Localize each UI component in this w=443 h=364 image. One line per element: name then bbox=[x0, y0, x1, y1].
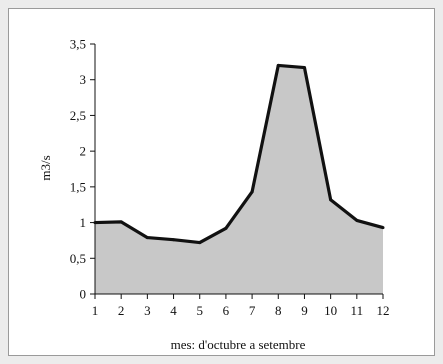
y-tick-label: 0 bbox=[80, 287, 87, 302]
x-tick-label: 1 bbox=[92, 303, 99, 318]
x-tick-label: 8 bbox=[275, 303, 282, 318]
x-tick-label: 3 bbox=[144, 303, 151, 318]
series-line bbox=[94, 63, 384, 245]
data-point bbox=[276, 63, 280, 67]
data-point bbox=[224, 226, 228, 230]
y-tick-label: 2,5 bbox=[70, 108, 86, 123]
axes: 00,511,522,533,51 2 3 4 5 6 7 8 9 10 11 12 bbox=[70, 37, 390, 319]
y-tick-label: 3 bbox=[80, 72, 87, 87]
x-tick-label: 12 bbox=[377, 303, 390, 318]
chart-frame bbox=[8, 8, 435, 356]
y-tick-label: 0,5 bbox=[70, 251, 86, 266]
data-point bbox=[329, 198, 333, 202]
plot-area bbox=[93, 63, 385, 294]
y-tick-label: 1 bbox=[80, 215, 87, 230]
data-point bbox=[250, 190, 254, 194]
data-point bbox=[355, 218, 359, 222]
x-tick-label: 2 bbox=[118, 303, 125, 318]
data-point bbox=[198, 241, 202, 245]
x-tick-label: 4 bbox=[170, 303, 177, 318]
x-tick-label: 6 bbox=[223, 303, 230, 318]
y-tick-label: 1,5 bbox=[70, 179, 86, 194]
y-tick-label: 2 bbox=[80, 144, 87, 159]
x-tick-label: 7 bbox=[249, 303, 256, 318]
x-tick-label: 11 bbox=[351, 303, 364, 318]
x-tick-label: 5 bbox=[196, 303, 203, 318]
x-tick-label: 9 bbox=[301, 303, 308, 318]
y-tick-label: 3,5 bbox=[70, 37, 86, 52]
data-point bbox=[172, 238, 176, 242]
data-point bbox=[302, 66, 306, 70]
y-axis-title: m3/s bbox=[38, 155, 53, 180]
x-axis-title: mes: d'octubre a setembre bbox=[171, 337, 306, 352]
area-fill bbox=[95, 65, 383, 294]
x-tick-label: 10 bbox=[324, 303, 337, 318]
data-point bbox=[119, 220, 123, 224]
data-point bbox=[381, 226, 385, 230]
data-point bbox=[145, 236, 149, 240]
